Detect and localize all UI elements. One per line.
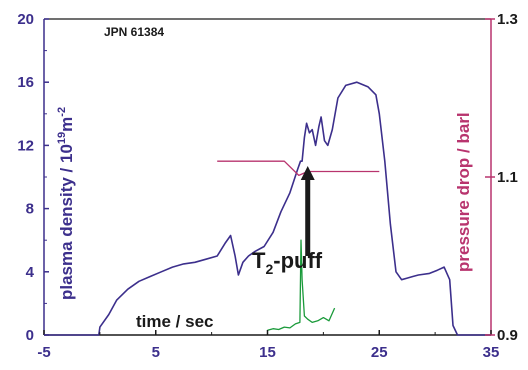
puff-label-sub: 2 <box>265 261 273 277</box>
density-series-line <box>44 81 491 336</box>
y-axis-label-exp: 19 <box>56 132 68 144</box>
x-tick-label: 35 <box>483 344 500 361</box>
y-tick-label: 4 <box>26 264 35 281</box>
y-axis-label-unit-exp: -2 <box>56 107 68 117</box>
y-tick-label: 0 <box>26 327 34 344</box>
puff-label-main: T <box>252 248 266 273</box>
y2-tick-label: 1.1 <box>497 169 518 186</box>
y-axis-label: plasma density / 1019m-2 <box>56 107 76 300</box>
y-tick-label: 20 <box>17 11 34 28</box>
y2-tick-label: 1.3 <box>497 11 518 28</box>
puff-label-rest: -puff <box>273 248 323 273</box>
y-tick-label: 16 <box>17 74 34 91</box>
puff-series-line <box>267 239 336 331</box>
pulse-number-label: JPN 61384 <box>104 25 164 39</box>
pressure-series-line <box>217 160 380 177</box>
ticks-layer: -5 5 15 25 35 0 4 8 12 16 20 0.9 1.1 1.3 <box>17 11 518 361</box>
y-tick-label: 8 <box>26 201 34 218</box>
series-layer <box>44 81 491 336</box>
y2-tick-label: 0.9 <box>497 327 518 344</box>
x-tick-label: 15 <box>259 344 276 361</box>
y2-axis-label: pressure drop / barl <box>454 112 473 272</box>
y-tick-label: 12 <box>17 137 34 154</box>
x-tick-label: -5 <box>37 344 50 361</box>
x-tick-label: 5 <box>152 344 160 361</box>
x-tick-label: 25 <box>371 344 388 361</box>
puff-label: T2-puff <box>252 248 323 277</box>
y-axis-label-main: plasma density / 10 <box>57 144 76 300</box>
y-axis-label-unit: m <box>57 117 76 132</box>
puff-arrow-head <box>300 165 315 180</box>
x-axis-label: time / sec <box>136 312 214 331</box>
plot-frame <box>43 18 492 336</box>
